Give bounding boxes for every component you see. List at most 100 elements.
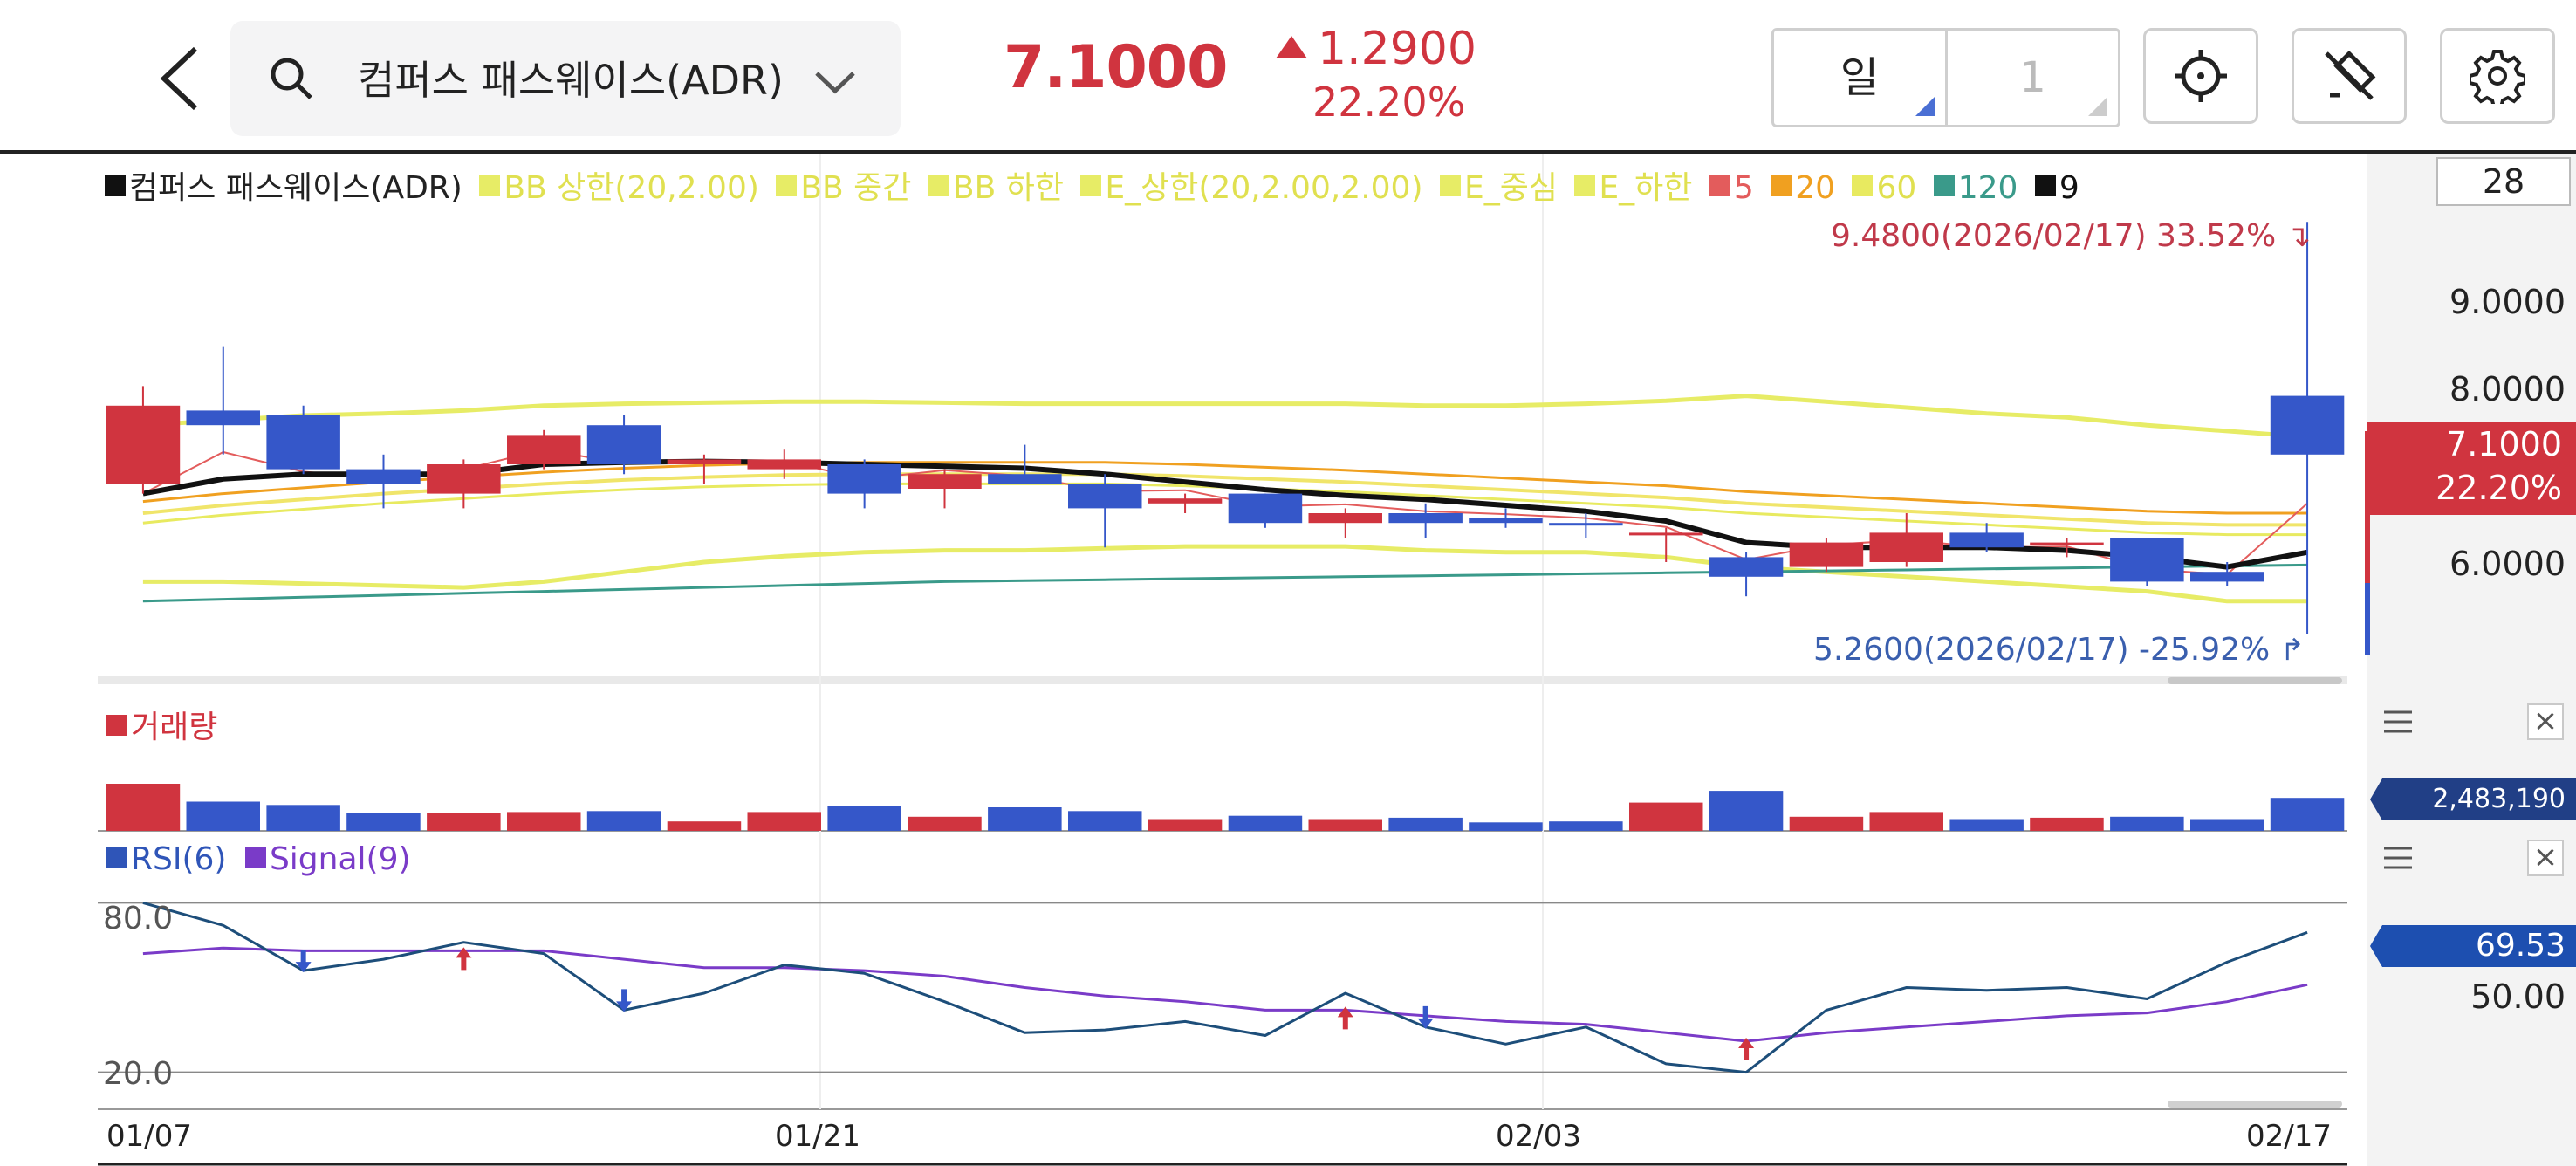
rsi-level-20: 20.0: [103, 1056, 174, 1092]
volume-bar: [2110, 816, 2184, 831]
rsi-close-button[interactable]: ×: [2527, 840, 2564, 876]
volume-bar: [1869, 812, 1943, 831]
legend-ma60: 60: [1876, 170, 1917, 206]
volume-bar: [1949, 819, 2024, 831]
legend-swatch: [244, 847, 266, 868]
candle-body: [908, 474, 982, 489]
stock-search-box[interactable]: 컴퍼스 패스웨이스(ADR): [230, 21, 901, 136]
rsi-up-arrow: [1738, 1038, 1755, 1061]
legend-ma20: 20: [1795, 170, 1836, 206]
candle-body: [1549, 523, 1623, 526]
volume-bar: [2190, 819, 2264, 831]
volume-menu-icon[interactable]: [2382, 709, 2414, 735]
crosshair-icon: [2175, 50, 2227, 102]
high-annotation: 9.4800(2026/02/17) 33.52% ↴: [1831, 218, 2312, 254]
legend-swatch: [106, 847, 127, 868]
volume-bar: [427, 813, 501, 831]
visible-count-box[interactable]: 28: [2436, 157, 2571, 206]
x-tick-0121: 01/21: [775, 1119, 860, 1154]
volume-bar: [1709, 791, 1784, 831]
candle-body: [2110, 538, 2184, 582]
volume-value-tag: 2,483,190: [2370, 778, 2576, 820]
search-icon: [271, 58, 312, 99]
erase-drawing-button[interactable]: [2292, 28, 2407, 124]
candle-body: [2030, 542, 2104, 545]
volume-bar: [1469, 822, 1543, 831]
eraser-icon: [2325, 51, 2376, 100]
legend-e-upper: E_상한(20,2.00,2.00): [1105, 170, 1423, 206]
volume-bar: [346, 813, 421, 831]
period-dropdown[interactable]: 일: [1774, 31, 1948, 125]
dropdown-corner-icon: [1915, 97, 1935, 116]
period-selector: 일 1: [1771, 28, 2120, 127]
ma20-line: [142, 461, 2308, 515]
legend-swatch: [1080, 175, 1102, 196]
chevron-down-icon[interactable]: [813, 70, 857, 96]
back-icon[interactable]: [154, 44, 206, 113]
candle-body: [988, 474, 1062, 484]
legend-swatch: [479, 175, 501, 196]
volume-bar: [586, 811, 661, 831]
current-price-tag: 7.1000 22.20%: [2367, 422, 2576, 515]
chart-canvas[interactable]: [0, 154, 2576, 1166]
candle-body: [1789, 542, 1864, 567]
legend-swatch: [776, 175, 798, 196]
volume-bar: [908, 816, 982, 831]
x-tick-0107: 01/07: [106, 1119, 192, 1154]
crosshair-button[interactable]: [2143, 28, 2258, 124]
legend-swatch: [1933, 175, 1955, 196]
legend-ma5: 5: [1733, 170, 1754, 206]
legend-swatch: [1574, 175, 1596, 196]
volume-bar: [2030, 817, 2104, 831]
legend-swatch: [1439, 175, 1461, 196]
volume-bar: [1308, 819, 1382, 831]
legend-bb-upper: BB 상한(20,2.00): [504, 170, 759, 206]
dropdown-corner-icon: [2088, 97, 2107, 116]
volume-bar: [667, 821, 742, 831]
legend-swatch: [105, 175, 126, 196]
rsi-menu-icon[interactable]: [2382, 845, 2414, 871]
candle-body: [1388, 513, 1463, 524]
bb-mid-line: [142, 472, 2308, 527]
volume-close-button[interactable]: ×: [2527, 703, 2564, 740]
x-tick-0217: 02/17: [2246, 1119, 2332, 1154]
volume-bar: [1388, 817, 1463, 831]
interval-dropdown[interactable]: 1: [1948, 31, 2118, 125]
signal-line: [142, 946, 2308, 1043]
ma9-line: [142, 458, 2308, 570]
volume-bar: [186, 801, 260, 831]
current-price-tag-pct: 22.20%: [2436, 469, 2562, 507]
price-change: 1.2900: [1276, 23, 1476, 75]
candle-body: [586, 425, 661, 464]
up-triangle-icon: [1276, 36, 1307, 58]
rsi-level-80: 80.0: [103, 901, 174, 936]
volume-bar: [1068, 811, 1142, 831]
candle-body: [266, 415, 340, 470]
legend-swatch: [106, 715, 127, 736]
legend-swatch: [2034, 175, 2056, 196]
legend-e-lower: E_하한: [1599, 170, 1693, 206]
candle-body: [747, 459, 821, 470]
volume-bar: [1629, 802, 1703, 831]
price-range-marker-down: [2365, 583, 2370, 655]
candle-body: [2190, 572, 2264, 582]
volume-bar: [827, 806, 901, 831]
legend-swatch: [1771, 175, 1792, 196]
legend-swatch: [1852, 175, 1874, 196]
interval-label: 1: [2019, 53, 2046, 102]
rsi-value-tag: 69.53: [2370, 925, 2576, 967]
price-pane-footer: [98, 676, 2347, 684]
volume-bar: [266, 805, 340, 831]
volume-bar: [106, 784, 181, 831]
rsi-label: RSI(6): [131, 841, 227, 877]
settings-button[interactable]: [2440, 28, 2555, 124]
volume-bar: [747, 812, 821, 831]
legend-swatch: [1709, 175, 1730, 196]
candle-body: [186, 410, 260, 426]
right-axis-panel: [2367, 154, 2576, 1166]
price-legend: 컴퍼스 패스웨이스(ADR) BB 상한(20,2.00) BB 중간 BB 하…: [105, 162, 2086, 208]
candle-body: [346, 469, 421, 484]
period-label: 일: [1840, 53, 1880, 102]
signal-label: Signal(9): [269, 841, 411, 877]
legend-ma120: 120: [1957, 170, 2018, 206]
